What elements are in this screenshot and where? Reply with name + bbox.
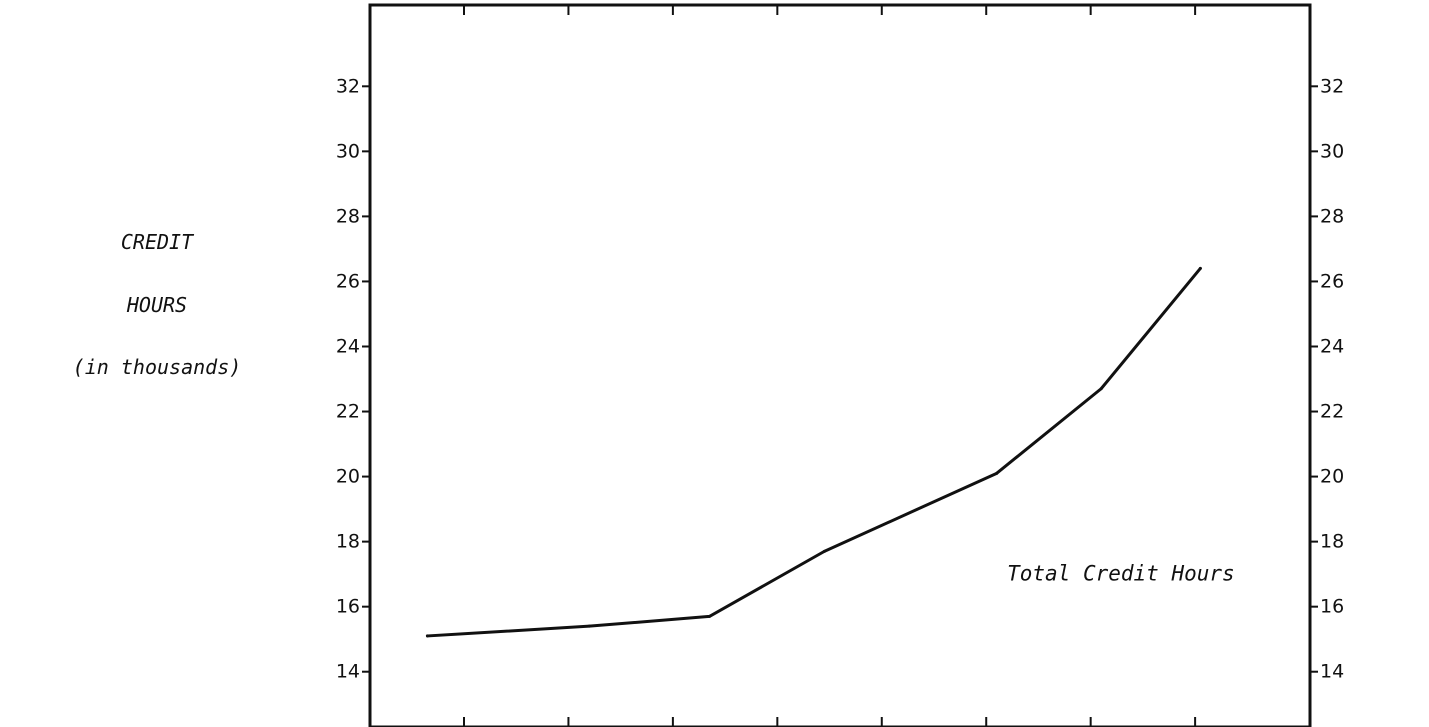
series-points <box>425 266 1202 638</box>
left-y-tick-label: 26 <box>336 270 360 292</box>
series-annotation: Total Credit Hours <box>1007 562 1235 586</box>
right-y-tick-label: 28 <box>1320 205 1344 227</box>
right-y-tick-label: 20 <box>1320 466 1344 488</box>
series-point <box>822 549 826 553</box>
y-axis-label-line-1: CREDIT <box>121 230 195 254</box>
left-y-tick-label: 20 <box>336 466 360 488</box>
series-point <box>707 614 711 618</box>
right-y-tick-label: 26 <box>1320 270 1344 292</box>
series-point <box>995 471 999 475</box>
left-y-tick-label: 22 <box>336 401 360 423</box>
right-y-tick-label: 18 <box>1320 531 1344 553</box>
y-axis-label-line-3: (in thousands) <box>73 355 242 379</box>
right-y-axis: 14 16 18 20 22 24 26 28 30 32 <box>1310 75 1344 683</box>
x-axis-ticks <box>463 5 1197 727</box>
left-y-tick-label: 30 <box>336 140 360 162</box>
left-y-tick-label: 32 <box>336 75 360 97</box>
series-point <box>425 634 429 638</box>
left-y-axis: 14 16 18 20 22 24 26 28 30 32 <box>336 75 370 683</box>
series-point <box>587 624 591 628</box>
plot-frame <box>368 3 1312 727</box>
left-y-tick-label: 18 <box>336 531 360 553</box>
series-point <box>1198 266 1202 270</box>
right-y-tick-label: 16 <box>1320 596 1344 618</box>
right-y-tick-label: 24 <box>1320 335 1344 357</box>
y-axis-label-line-2: HOURS <box>126 293 187 317</box>
left-y-tick-label: 24 <box>336 335 360 357</box>
series-point <box>1099 387 1103 391</box>
left-y-tick-label: 28 <box>336 205 360 227</box>
left-y-tick-label: 14 <box>336 661 360 683</box>
right-y-tick-label: 14 <box>1320 661 1344 683</box>
right-y-tick-label: 32 <box>1320 75 1344 97</box>
right-y-tick-label: 22 <box>1320 401 1344 423</box>
left-y-tick-label: 16 <box>336 596 360 618</box>
right-y-tick-label: 30 <box>1320 140 1344 162</box>
